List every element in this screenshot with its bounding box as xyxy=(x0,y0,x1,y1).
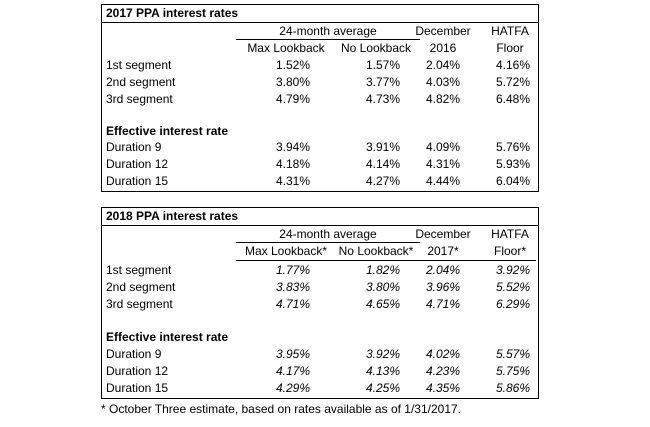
row-label: Duration 12 xyxy=(106,157,169,171)
cell-no: 4.73% xyxy=(365,92,400,106)
col-header-december: December xyxy=(415,227,471,241)
cell-no: 4.14% xyxy=(365,157,400,171)
group-header: 24-month average xyxy=(279,24,377,38)
group-header-underline xyxy=(236,39,420,40)
cell-max: 4.29% xyxy=(275,381,310,395)
row-label: 1st segment xyxy=(106,263,172,277)
col-header-no-lookback: No Lookback* xyxy=(338,244,414,258)
col-header-hatfa-floor: Floor* xyxy=(493,244,526,258)
col-header-december-year: 2017* xyxy=(427,244,459,258)
cell-hatfa: 5.52% xyxy=(495,280,530,294)
cell-max: 4.79% xyxy=(275,92,310,106)
col-header-max-lookback: Max Lookback xyxy=(247,41,325,55)
footnote: * October Three estimate, based on rates… xyxy=(101,402,461,416)
row-label: Duration 9 xyxy=(106,140,162,154)
cell-no: 3.80% xyxy=(365,280,400,294)
cell-dec: 4.82% xyxy=(425,92,460,106)
row-label: Duration 15 xyxy=(106,174,169,188)
cell-dec: 4.71% xyxy=(425,297,460,311)
cell-max: 4.18% xyxy=(275,157,310,171)
col-header-december: December xyxy=(415,24,471,38)
cell-hatfa: 6.04% xyxy=(495,174,530,188)
group-header: 24-month average xyxy=(279,227,377,241)
cell-no: 3.77% xyxy=(365,75,400,89)
col-header-hatfa: HATFA xyxy=(491,227,529,241)
cell-dec: 4.31% xyxy=(425,157,460,171)
cell-no: 4.13% xyxy=(365,364,400,378)
cell-max: 3.95% xyxy=(275,347,310,361)
cell-max: 4.31% xyxy=(275,174,310,188)
col-header-max-lookback: Max Lookback* xyxy=(244,244,328,258)
row-label: 3rd segment xyxy=(106,92,173,106)
cell-hatfa: 6.29% xyxy=(495,297,530,311)
cell-hatfa: 5.75% xyxy=(495,364,530,378)
col-header-december-year: 2016 xyxy=(429,41,457,55)
cell-hatfa: 5.72% xyxy=(495,75,530,89)
section-heading: Effective interest rate xyxy=(106,330,229,344)
table-2017: 2017 PPA interest rates 24-month average… xyxy=(101,4,539,192)
col-header-hatfa: HATFA xyxy=(491,24,529,38)
cell-max: 3.94% xyxy=(275,140,310,154)
cell-dec: 4.23% xyxy=(425,364,460,378)
row-label: 1st segment xyxy=(106,58,172,72)
cell-hatfa: 6.48% xyxy=(495,92,530,106)
row-label: Duration 12 xyxy=(106,364,169,378)
row-label: Duration 9 xyxy=(106,347,162,361)
cell-no: 1.82% xyxy=(365,263,400,277)
col-header-hatfa-floor: Floor xyxy=(496,41,524,55)
cell-dec: 3.96% xyxy=(425,280,460,294)
row-label: 2nd segment xyxy=(106,280,176,294)
cell-dec: 4.44% xyxy=(425,174,460,188)
cell-max: 1.52% xyxy=(275,58,310,72)
cell-dec: 2.04% xyxy=(425,263,460,277)
section-heading: Effective interest rate xyxy=(106,124,229,138)
cell-no: 4.65% xyxy=(365,297,400,311)
cell-max: 3.83% xyxy=(275,280,310,294)
cell-no: 4.27% xyxy=(365,174,400,188)
cell-hatfa: 5.93% xyxy=(495,157,530,171)
table-2018: 2018 PPA interest rates 24-month average… xyxy=(101,207,539,399)
group-header-underline xyxy=(236,242,420,243)
cell-dec: 2.04% xyxy=(425,58,460,72)
cell-no: 1.57% xyxy=(365,58,400,72)
header-underline xyxy=(236,260,536,261)
row-label: 3rd segment xyxy=(106,297,173,311)
cell-hatfa: 5.76% xyxy=(495,140,530,154)
cell-max: 4.17% xyxy=(275,364,310,378)
cell-hatfa: 5.86% xyxy=(495,381,530,395)
cell-dec: 4.02% xyxy=(425,347,460,361)
cell-no: 3.91% xyxy=(365,140,400,154)
row-label: 2nd segment xyxy=(106,75,176,89)
row-label: Duration 15 xyxy=(106,381,169,395)
cell-no: 4.25% xyxy=(365,381,400,395)
cell-no: 3.92% xyxy=(365,347,400,361)
table-title-bar: 2018 PPA interest rates xyxy=(102,208,538,226)
cell-dec: 4.09% xyxy=(425,140,460,154)
table-title: 2017 PPA interest rates xyxy=(106,6,239,20)
cell-max: 4.71% xyxy=(275,297,310,311)
cell-dec: 4.03% xyxy=(425,75,460,89)
cell-hatfa: 5.57% xyxy=(495,347,530,361)
table-title-bar: 2017 PPA interest rates xyxy=(102,5,538,23)
cell-hatfa: 3.92% xyxy=(495,263,530,277)
cell-max: 1.77% xyxy=(275,263,310,277)
col-header-no-lookback: No Lookback xyxy=(340,41,412,55)
table-title: 2018 PPA interest rates xyxy=(106,209,239,223)
cell-hatfa: 4.16% xyxy=(495,58,530,72)
cell-dec: 4.35% xyxy=(425,381,460,395)
cell-max: 3.80% xyxy=(275,75,310,89)
